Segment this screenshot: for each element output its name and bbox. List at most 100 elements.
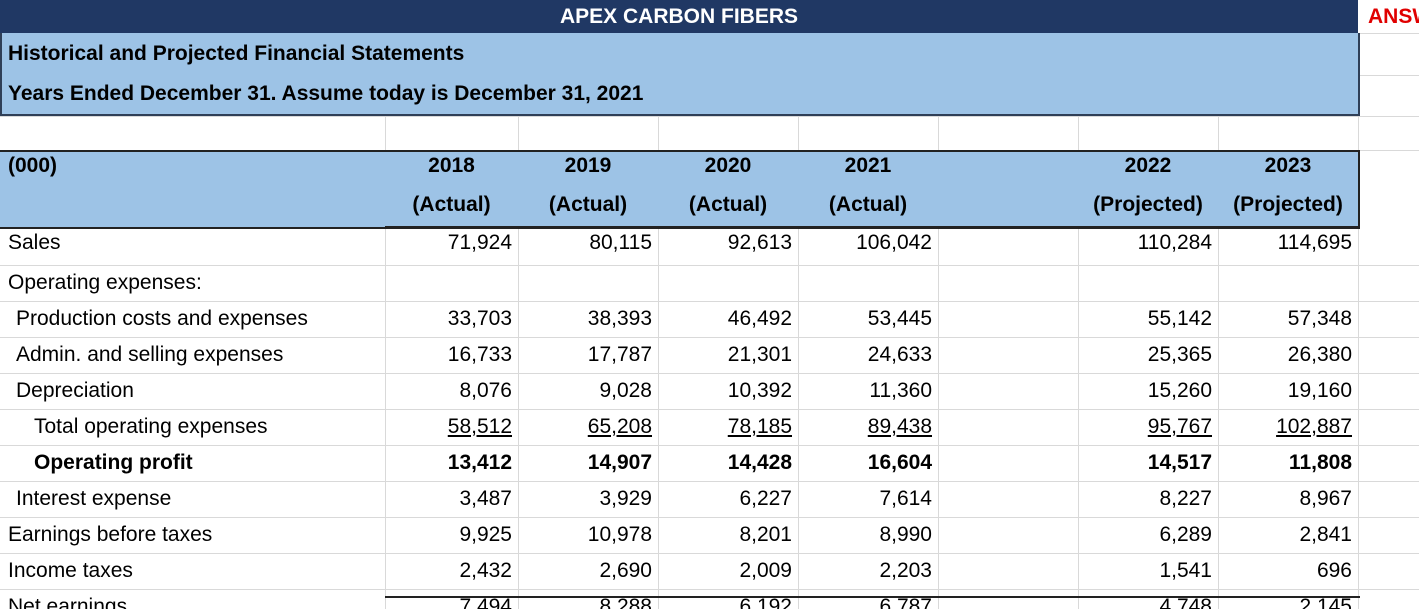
row-label: Net earnings bbox=[8, 595, 128, 609]
grid-line bbox=[0, 373, 1419, 374]
value-cell: 8,967 bbox=[1299, 487, 1352, 510]
value-cell: 53,445 bbox=[867, 307, 932, 330]
value-cell: 6,289 bbox=[1159, 523, 1212, 546]
subtitle-band bbox=[0, 33, 1360, 116]
value-cell: 19,160 bbox=[1287, 379, 1352, 402]
year-header: 2023 bbox=[1264, 154, 1312, 177]
value-cell: 102,887 bbox=[1276, 415, 1352, 438]
status-header: (Actual) bbox=[412, 193, 491, 216]
grid-line bbox=[0, 589, 1419, 590]
status-header: (Actual) bbox=[828, 193, 908, 216]
grid-line bbox=[385, 116, 386, 609]
value-cell: 9,028 bbox=[599, 379, 652, 402]
value-cell: 10,978 bbox=[587, 523, 652, 546]
value-cell: 65,208 bbox=[587, 415, 652, 438]
value-cell: 1,541 bbox=[1159, 559, 1212, 582]
grid-line bbox=[1360, 75, 1419, 76]
row-label: Sales bbox=[8, 231, 61, 254]
value-cell: 7,614 bbox=[879, 487, 932, 510]
value-cell: 8,076 bbox=[459, 379, 512, 402]
value-cell: 4,748 bbox=[1159, 595, 1212, 609]
grid-line bbox=[0, 517, 1419, 518]
value-cell: 80,115 bbox=[589, 231, 652, 254]
grid-line bbox=[1218, 116, 1219, 609]
value-cell: 25,365 bbox=[1147, 343, 1212, 366]
value-cell: 2,145 bbox=[1299, 595, 1352, 609]
value-cell: 89,438 bbox=[867, 415, 932, 438]
value-cell: 24,633 bbox=[867, 343, 932, 366]
row-label: Operating profit bbox=[34, 451, 193, 474]
header-band bbox=[0, 150, 1360, 229]
value-cell: 92,613 bbox=[727, 231, 792, 254]
grid-line bbox=[1078, 116, 1079, 609]
value-cell: 57,348 bbox=[1287, 307, 1352, 330]
grid-line bbox=[938, 116, 939, 609]
value-cell: 33,703 bbox=[447, 307, 512, 330]
value-cell: 696 bbox=[1316, 559, 1352, 582]
total-rule bbox=[385, 596, 1360, 598]
value-cell: 106,042 bbox=[856, 231, 932, 254]
value-cell: 6,192 bbox=[739, 595, 792, 609]
grid-line bbox=[1360, 33, 1419, 34]
grid-line bbox=[1358, 116, 1359, 609]
title-band bbox=[0, 0, 1358, 33]
row-label: Admin. and selling expenses bbox=[16, 343, 284, 366]
row-label: Depreciation bbox=[16, 379, 134, 402]
grid-line bbox=[0, 337, 1419, 338]
value-cell: 21,301 bbox=[727, 343, 792, 366]
year-header: 2019 bbox=[564, 154, 612, 177]
value-cell: 15,260 bbox=[1147, 379, 1212, 402]
grid-line bbox=[0, 481, 1419, 482]
value-cell: 46,492 bbox=[727, 307, 792, 330]
period-note: Years Ended December 31. Assume today is… bbox=[8, 82, 644, 105]
value-cell: 14,428 bbox=[727, 451, 792, 474]
value-cell: 16,604 bbox=[867, 451, 932, 474]
value-cell: 2,009 bbox=[739, 559, 792, 582]
year-header: 2022 bbox=[1124, 154, 1172, 177]
row-label: Operating expenses: bbox=[8, 271, 202, 294]
subtitle: Historical and Projected Financial State… bbox=[8, 42, 465, 65]
value-cell: 78,185 bbox=[727, 415, 792, 438]
answer-label: ANSW bbox=[1368, 5, 1419, 28]
grid-line bbox=[0, 553, 1419, 554]
value-cell: 2,841 bbox=[1299, 523, 1352, 546]
value-cell: 2,203 bbox=[879, 559, 932, 582]
year-header: 2020 bbox=[704, 154, 752, 177]
status-header: (Actual) bbox=[548, 193, 628, 216]
row-label: Interest expense bbox=[16, 487, 172, 510]
value-cell: 8,288 bbox=[599, 595, 652, 609]
value-cell: 11,360 bbox=[869, 379, 932, 402]
value-cell: 8,201 bbox=[739, 523, 792, 546]
unit-label: (000) bbox=[8, 154, 58, 177]
grid-line bbox=[0, 116, 1419, 117]
grid-line bbox=[0, 445, 1419, 446]
value-cell: 14,907 bbox=[587, 451, 652, 474]
value-cell: 55,142 bbox=[1147, 307, 1212, 330]
grid-line bbox=[798, 116, 799, 609]
value-cell: 26,380 bbox=[1287, 343, 1352, 366]
value-cell: 58,512 bbox=[447, 415, 512, 438]
value-cell: 17,787 bbox=[587, 343, 652, 366]
value-cell: 2,690 bbox=[599, 559, 652, 582]
year-header: 2021 bbox=[844, 154, 892, 177]
grid-line bbox=[0, 409, 1419, 410]
value-cell: 110,284 bbox=[1137, 231, 1212, 254]
title: APEX CARBON FIBERS bbox=[559, 5, 799, 28]
grid-line bbox=[518, 116, 519, 609]
value-cell: 3,929 bbox=[599, 487, 652, 510]
header-rule bbox=[385, 226, 1360, 228]
grid-line bbox=[0, 301, 1419, 302]
status-header: (Projected) bbox=[1093, 193, 1203, 216]
status-header: (Actual) bbox=[688, 193, 768, 216]
value-cell: 3,487 bbox=[459, 487, 512, 510]
row-label: Total operating expenses bbox=[34, 415, 268, 438]
value-cell: 13,412 bbox=[447, 451, 512, 474]
grid-line bbox=[658, 116, 659, 609]
row-label: Income taxes bbox=[8, 559, 133, 582]
row-label: Production costs and expenses bbox=[16, 307, 308, 330]
value-cell: 114,695 bbox=[1277, 231, 1352, 254]
value-cell: 2,432 bbox=[459, 559, 512, 582]
value-cell: 71,924 bbox=[447, 231, 512, 254]
row-label: Earnings before taxes bbox=[8, 523, 213, 546]
